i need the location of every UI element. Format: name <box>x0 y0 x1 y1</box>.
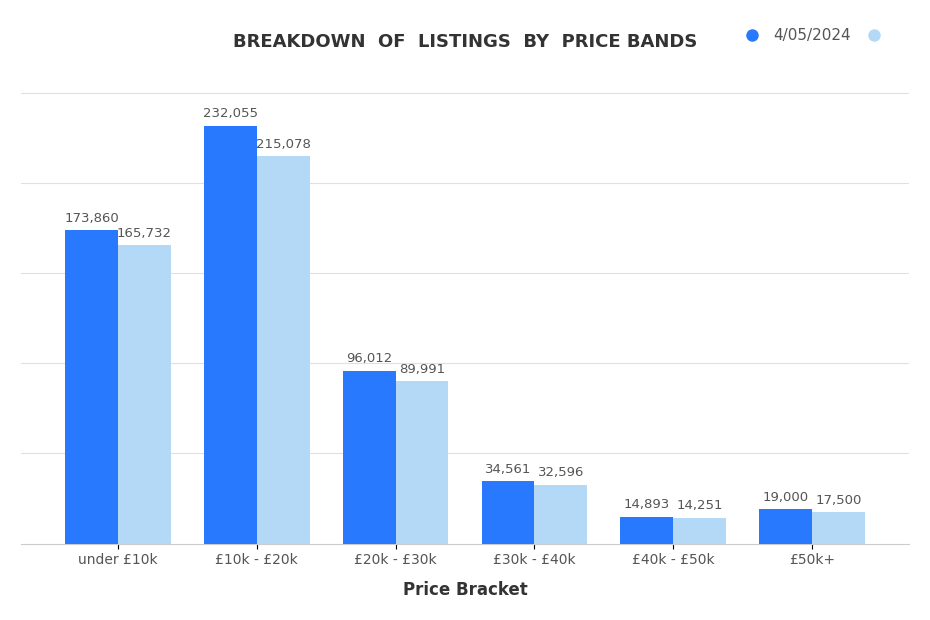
Text: 96,012: 96,012 <box>346 352 392 365</box>
Text: 173,860: 173,860 <box>64 212 119 225</box>
Text: 165,732: 165,732 <box>117 227 172 240</box>
Text: 14,893: 14,893 <box>624 498 670 511</box>
Bar <box>535 485 587 544</box>
X-axis label: Price Bracket: Price Bracket <box>403 581 527 599</box>
Text: 89,991: 89,991 <box>399 363 445 376</box>
Bar <box>65 231 118 544</box>
Text: 32,596: 32,596 <box>538 466 584 479</box>
Bar <box>759 510 812 544</box>
Text: 17,500: 17,500 <box>816 494 861 507</box>
Bar <box>673 518 726 544</box>
Bar <box>812 512 865 544</box>
Bar <box>482 481 535 544</box>
Text: 14,251: 14,251 <box>676 500 723 513</box>
Text: 34,561: 34,561 <box>485 463 531 476</box>
Bar <box>395 381 448 544</box>
Title: BREAKDOWN  OF  LISTINGS  BY  PRICE BANDS: BREAKDOWN OF LISTINGS BY PRICE BANDS <box>232 33 698 51</box>
Legend: 4/05/2024, : 4/05/2024, <box>731 22 901 49</box>
Bar <box>620 516 673 544</box>
Bar <box>257 156 310 544</box>
Text: 215,078: 215,078 <box>256 138 311 151</box>
Bar <box>204 126 257 544</box>
Text: 19,000: 19,000 <box>763 491 809 504</box>
Text: 232,055: 232,055 <box>203 107 258 120</box>
Bar <box>118 245 171 544</box>
Bar <box>343 371 395 544</box>
